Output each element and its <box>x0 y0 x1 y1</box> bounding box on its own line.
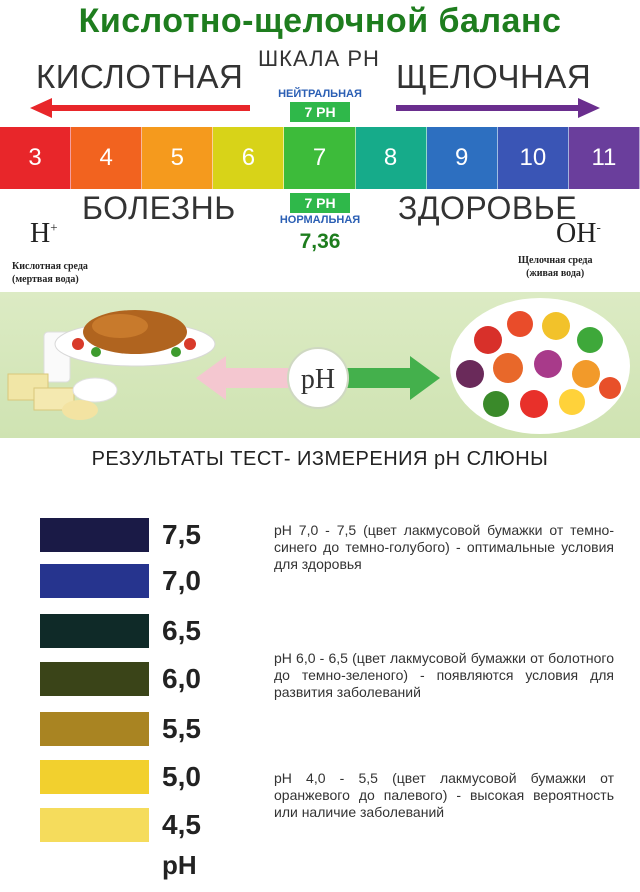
scale-cell: 7 <box>284 127 356 189</box>
description-warning: pH 6,0 - 6,5 (цвет лакмусовой бумажки от… <box>274 650 614 700</box>
neutral-label: НЕЙТРАЛЬНАЯ <box>278 88 362 100</box>
scale-cell: 6 <box>213 127 285 189</box>
normal-ph-badge: 7 PH <box>290 193 350 213</box>
scale-cell: 10 <box>497 127 569 189</box>
left-arrow-icon <box>30 98 250 118</box>
swatch-value: 5,0 <box>162 761 201 792</box>
fruits-vegetables-icon <box>450 298 630 434</box>
acid-environment-caption: Кислотная среда (мертвая вода) <box>12 260 88 286</box>
alkaline-environment-caption: Щелочная среда (живая вода) <box>518 254 592 280</box>
acid-env-line1: Кислотная среда <box>12 261 88 272</box>
color-swatch <box>40 564 149 598</box>
color-swatch <box>40 712 149 746</box>
health-label: ЗДОРОВЬЕ <box>398 190 578 226</box>
ion-oh-charge: - <box>596 219 601 235</box>
swatch-value: 6,0 <box>162 663 201 694</box>
hydrogen-ion: H+ <box>30 218 58 250</box>
swatch-value: 4,5 <box>162 809 201 840</box>
scale-cell: 11 <box>568 127 640 189</box>
normal-value: 7,36 <box>299 230 341 253</box>
ion-oh-symbol: OH <box>556 218 597 249</box>
scale-cell: 4 <box>71 127 143 189</box>
swatch-value: 6,5 <box>162 615 201 646</box>
dairy-products-icon <box>7 331 118 420</box>
color-swatch <box>40 518 149 552</box>
roast-chicken-icon <box>54 310 216 367</box>
swatch-value: 7,0 <box>162 565 201 596</box>
scale-cell: 3 <box>0 127 72 189</box>
scale-cell: 5 <box>142 127 214 189</box>
color-swatch <box>40 614 149 648</box>
alk-env-line1: Щелочная среда <box>518 255 593 266</box>
right-arrow-icon <box>396 98 600 118</box>
alk-env-line2: (живая вода) <box>526 268 585 279</box>
ion-h-charge: + <box>50 219 58 235</box>
alkaline-arrow-icon <box>346 356 440 400</box>
scale-cell: 9 <box>426 127 498 189</box>
scale-cell: 8 <box>355 127 427 189</box>
swatch-value: 7,5 <box>162 519 201 550</box>
neutral-ph-badge: 7 PH <box>290 102 350 122</box>
swatch-value: 5,5 <box>162 713 201 744</box>
food-illustration-band: pH <box>0 292 640 438</box>
ph-center-label: pH <box>301 364 335 395</box>
color-swatch <box>40 662 149 696</box>
results-title: РЕЗУЛЬТАТЫ ТЕСТ- ИЗМЕРЕНИЯ pH СЛЮНЫ <box>91 448 549 470</box>
description-danger: pH 4,0 - 5,5 (цвет лакмусовой бумажки от… <box>274 770 614 820</box>
alkaline-label: ЩЕЛОЧНАЯ <box>396 58 592 95</box>
disease-label: БОЛЕЗНЬ <box>82 190 236 226</box>
acid-env-line2: (мертвая вода) <box>12 274 79 285</box>
food-illustration: pH <box>7 298 630 434</box>
ion-h-symbol: H <box>30 218 51 249</box>
normal-label: НОРМАЛЬНАЯ <box>279 214 361 226</box>
acid-label: КИСЛОТНАЯ <box>36 58 244 95</box>
ph-circle-icon <box>287 347 349 409</box>
acid-arrow-icon <box>196 356 290 400</box>
color-swatch <box>40 808 149 842</box>
page-title: Кислотно-щелочной баланс <box>78 2 562 40</box>
ph-scale-bar: 3 4 5 6 7 8 9 10 11 <box>0 127 640 189</box>
color-swatch <box>40 760 149 794</box>
ph-unit-label: pH <box>162 850 197 880</box>
scale-label: ШКАЛА PH <box>258 46 380 71</box>
hydroxide-ion: OH- <box>556 218 601 250</box>
description-optimal: pH 7,0 - 7,5 (цвет лакмусовой бумажки от… <box>274 522 614 572</box>
